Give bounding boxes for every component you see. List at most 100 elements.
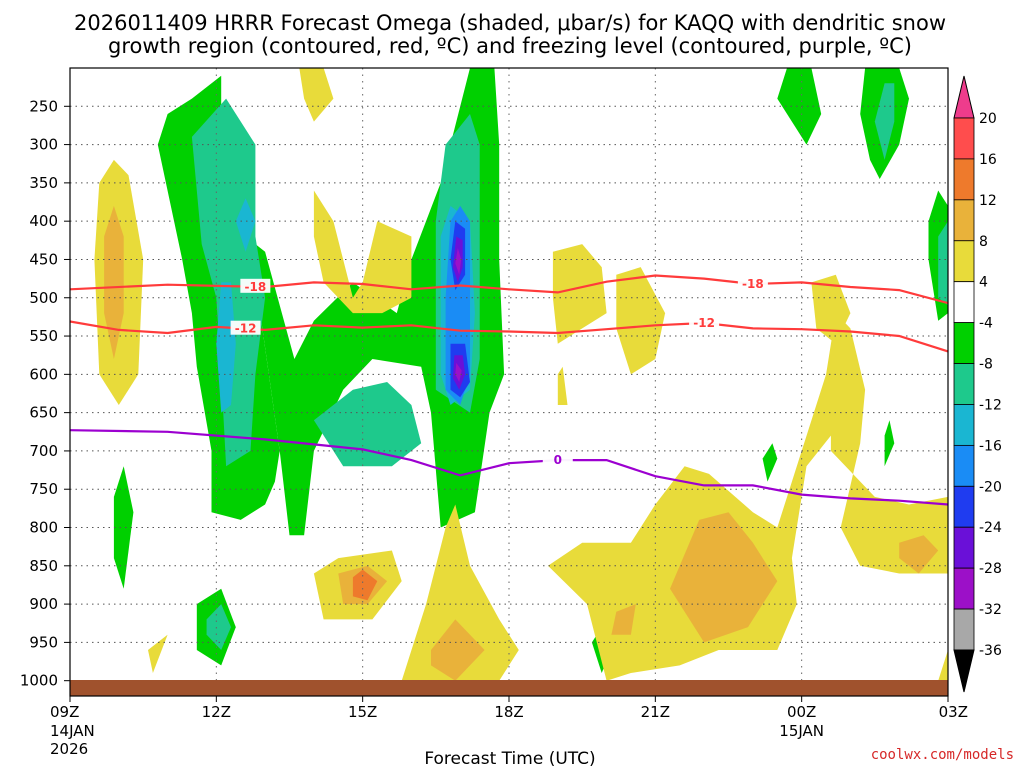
omega-region--32-1	[455, 362, 462, 382]
colorbar-bottom-arrow	[953, 649, 975, 693]
x-tick-label-09Z: 09Z	[50, 703, 79, 721]
chart-title-line-2: growth region (contoured, red, ºC) and f…	[108, 34, 912, 58]
colorbar-label--32: -32	[979, 602, 1002, 618]
contour-label-dgz_top-1: -18	[742, 277, 764, 291]
omega-region--12-1	[313, 382, 422, 467]
omega-region-8-5	[899, 535, 939, 574]
colorbar-label-12: 12	[979, 193, 997, 209]
colorbar-label-8: 8	[979, 234, 988, 250]
x-tick-label-18Z: 18Z	[494, 703, 523, 721]
x-tick-date-00Z: 15JAN	[779, 722, 824, 740]
chart-title-line-1: 2026011409 HRRR Forecast Omega (shaded, …	[74, 11, 946, 35]
colorbar-band-1	[953, 158, 975, 201]
colorbar-label--20: -20	[979, 479, 1002, 495]
omega-region--32-0	[455, 248, 462, 275]
contour-label-bg-freezing-0	[542, 452, 573, 467]
colorbar-label--28: -28	[979, 561, 1002, 577]
colorbar-band-5	[953, 322, 975, 364]
colorbar-band-10	[953, 526, 975, 569]
colorbar-label-4: 4	[979, 275, 988, 291]
colorbar-band-7	[953, 404, 975, 446]
omega-region-8-0	[104, 205, 124, 359]
colorbar-band-8	[953, 444, 975, 487]
omega-region--8-6	[884, 420, 895, 467]
contour-label-freezing-0: 0	[554, 453, 562, 467]
contour-label-bg-dgz_top-1	[737, 275, 768, 290]
x-tick-label-21Z: 21Z	[641, 703, 670, 721]
contour-label-dgz_bottom-1: -12	[693, 316, 715, 330]
colorbar-label--8: -8	[979, 357, 993, 373]
omega-region--8-5	[762, 443, 778, 482]
colorbar-band-6	[953, 363, 975, 405]
omega-region-4-4	[401, 504, 519, 681]
y-tick-label-850: 850	[29, 557, 58, 575]
omega-region--8-7	[777, 68, 822, 145]
omega-region-4-1	[299, 68, 334, 122]
y-tick-label-750: 750	[29, 480, 58, 498]
y-tick-label-600: 600	[29, 365, 58, 383]
y-tick-label-350: 350	[29, 174, 58, 192]
omega-region-4-6	[552, 244, 607, 344]
y-tick-label-250: 250	[29, 97, 58, 115]
y-tick-label-1000: 1000	[20, 672, 58, 690]
x-tick-year-09Z: 2026	[50, 740, 88, 758]
x-tick-date-09Z: 14JAN	[50, 722, 95, 740]
contour-label-bg-dgz_top-0	[240, 278, 271, 293]
colorbar-label--4: -4	[979, 316, 993, 332]
omega-region--16-0	[216, 282, 236, 413]
x-tick-label-03Z: 03Z	[939, 703, 968, 721]
y-tick-label-800: 800	[29, 519, 58, 537]
omega-region-4-8	[548, 313, 948, 681]
pressure-axis: 250 300 350 400 450 500 550 600 650 700 750 800 850 9…	[20, 97, 70, 690]
omega-region-8-2	[431, 619, 485, 681]
omega-region--16-1	[235, 198, 256, 252]
grid-lines	[70, 68, 948, 696]
x-tick-label-15Z: 15Z	[348, 703, 377, 721]
contour-dgz_bottom	[70, 320, 948, 353]
contour-freezing	[70, 429, 948, 506]
y-tick-label-450: 450	[29, 250, 58, 268]
colorbar-label--12: -12	[979, 397, 1002, 413]
contour-label-bg-dgz_bottom-1	[689, 315, 720, 330]
omega-region-4-11	[938, 650, 948, 681]
colorbar-band-11	[953, 567, 975, 610]
x-axis-label: Forecast Time (UTC)	[424, 749, 595, 768]
omega-region--8-2	[113, 466, 134, 589]
colorbar-band-9	[953, 485, 975, 528]
omega-region-4-10	[811, 274, 851, 344]
temperature-contours: -18 -18 -12 -12 0	[70, 274, 948, 506]
colorbar-label--24: -24	[979, 520, 1002, 536]
y-tick-label-550: 550	[29, 327, 58, 345]
x-tick-label-00Z: 00Z	[787, 703, 816, 721]
site-credit: coolwx.com/models	[871, 747, 1014, 763]
omega-region--12-4	[874, 83, 895, 160]
omega-region--12-3	[206, 604, 231, 650]
contour-label-dgz_bottom-0: -12	[235, 322, 257, 336]
y-tick-label-300: 300	[29, 136, 58, 154]
y-tick-label-400: 400	[29, 212, 58, 230]
omega-region--12-5	[938, 221, 948, 306]
omega-colorbar: 20 16 12 8 4 -4 -8 -12 -16 -20 -24 -28 -32 -36	[953, 75, 1002, 693]
contour-label-dgz_top-0: -18	[245, 280, 267, 294]
colorbar-label--16: -16	[979, 438, 1002, 454]
colorbar-label-20: 20	[979, 111, 997, 127]
colorbar-band-3	[953, 240, 975, 283]
colorbar-label--36: -36	[979, 643, 1002, 659]
y-tick-label-950: 950	[29, 633, 58, 651]
ground-surface-bar	[70, 680, 948, 696]
omega-region-4-9	[616, 267, 666, 375]
colorbar-top-arrow	[953, 75, 975, 119]
omega-region-8-4	[670, 512, 778, 643]
colorbar-label-16: 16	[979, 152, 997, 168]
y-tick-label-900: 900	[29, 595, 58, 613]
colorbar-band-12	[953, 608, 975, 651]
omega-region-12-0	[352, 569, 378, 601]
colorbar-band-4	[953, 281, 975, 324]
y-tick-label-650: 650	[29, 404, 58, 422]
colorbar-band-0	[953, 117, 975, 160]
colorbar-band-2	[953, 199, 975, 242]
y-tick-label-700: 700	[29, 442, 58, 460]
omega-region-4-7	[557, 366, 568, 405]
